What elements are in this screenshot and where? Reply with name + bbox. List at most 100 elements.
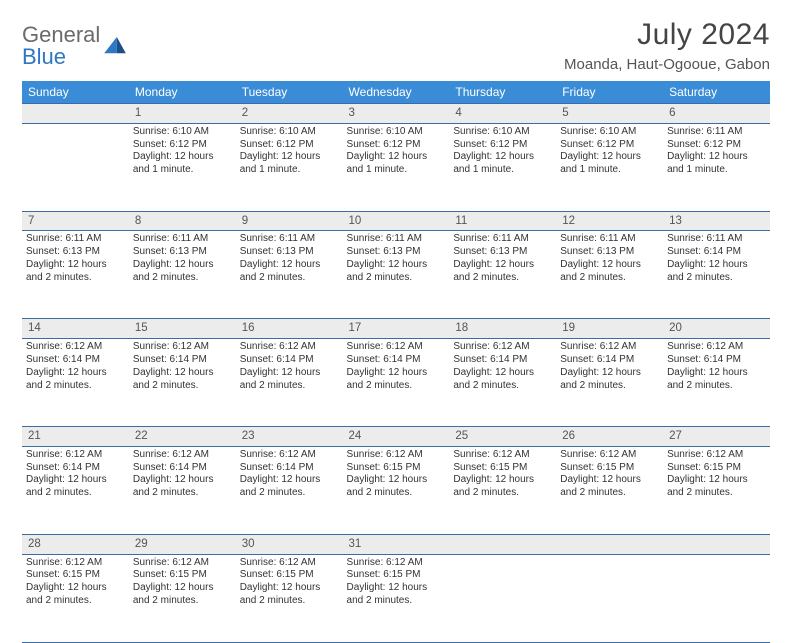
sunrise-value: 6:12 AM [279, 557, 316, 568]
sunrise: Sunrise: 6:11 AM [667, 233, 766, 246]
sunrise: Sunrise: 6:11 AM [347, 233, 446, 246]
sunrise: Sunrise: 6:12 AM [240, 341, 339, 354]
sunrise-value: 6:12 AM [279, 341, 316, 352]
title-block: July 2024 Moanda, Haut-Ogooue, Gabon [564, 18, 770, 73]
daylight-label: Daylight: [240, 582, 282, 593]
sunrise-value: 6:12 AM [600, 449, 637, 460]
sunrise: Sunrise: 6:12 AM [347, 341, 446, 354]
logo-triangle-icon [104, 37, 126, 55]
day-cell: Sunrise: 6:12 AMSunset: 6:14 PMDaylight:… [236, 339, 343, 427]
sunrise: Sunrise: 6:12 AM [26, 557, 125, 570]
daylight: Daylight: 12 hours and 2 minutes. [133, 259, 232, 285]
logo: General Blue [22, 18, 126, 68]
sunset-value: 6:14 PM [383, 354, 420, 365]
day-cell: Sunrise: 6:11 AMSunset: 6:13 PMDaylight:… [449, 231, 556, 319]
sunrise-value: 6:12 AM [493, 341, 530, 352]
day-number [663, 534, 770, 554]
daylight-label: Daylight: [347, 151, 389, 162]
daylight: Daylight: 12 hours and 2 minutes. [240, 474, 339, 500]
sunset: Sunset: 6:15 PM [560, 462, 659, 475]
daynum-row: 14151617181920 [22, 319, 770, 339]
sunset-label: Sunset: [133, 462, 170, 473]
sunrise-value: 6:10 AM [493, 126, 530, 137]
daylight: Daylight: 12 hours and 2 minutes. [667, 367, 766, 393]
col-thursday: Thursday [449, 81, 556, 104]
daylight-label: Daylight: [133, 367, 175, 378]
day-cell: Sunrise: 6:10 AMSunset: 6:12 PMDaylight:… [449, 123, 556, 211]
day-cell: Sunrise: 6:12 AMSunset: 6:15 PMDaylight:… [343, 446, 450, 534]
day-number: 15 [129, 319, 236, 339]
sunset: Sunset: 6:12 PM [347, 139, 446, 152]
sunset: Sunset: 6:13 PM [26, 246, 125, 259]
sunset: Sunset: 6:12 PM [560, 139, 659, 152]
daylight-label: Daylight: [347, 367, 389, 378]
day-number: 18 [449, 319, 556, 339]
sunrise-value: 6:12 AM [65, 341, 102, 352]
sunset-label: Sunset: [560, 139, 597, 150]
logo-text: General Blue [22, 24, 100, 68]
sunrise: Sunrise: 6:12 AM [133, 557, 232, 570]
day-number: 4 [449, 104, 556, 124]
daylight-label: Daylight: [453, 367, 495, 378]
sunset-value: 6:12 PM [490, 139, 527, 150]
day-number [449, 534, 556, 554]
day-cell: Sunrise: 6:10 AMSunset: 6:12 PMDaylight:… [129, 123, 236, 211]
sunrise: Sunrise: 6:12 AM [667, 341, 766, 354]
sunset-value: 6:13 PM [276, 246, 313, 257]
sunrise-value: 6:12 AM [172, 341, 209, 352]
sunrise-value: 6:12 AM [600, 341, 637, 352]
daylight: Daylight: 12 hours and 2 minutes. [133, 582, 232, 608]
sunset-value: 6:13 PM [383, 246, 420, 257]
sunrise: Sunrise: 6:10 AM [453, 126, 552, 139]
daylight: Daylight: 12 hours and 2 minutes. [347, 367, 446, 393]
sunset-label: Sunset: [667, 246, 704, 257]
sunrise-label: Sunrise: [347, 449, 386, 460]
sunrise-value: 6:11 AM [172, 233, 208, 244]
day-number: 21 [22, 427, 129, 447]
sunrise-label: Sunrise: [26, 233, 65, 244]
sunrise-value: 6:12 AM [279, 449, 316, 460]
daylight: Daylight: 12 hours and 2 minutes. [560, 367, 659, 393]
daylight: Daylight: 12 hours and 2 minutes. [240, 367, 339, 393]
day-number: 13 [663, 211, 770, 231]
sunrise-label: Sunrise: [667, 126, 706, 137]
sunrise: Sunrise: 6:11 AM [26, 233, 125, 246]
day-number: 7 [22, 211, 129, 231]
sunrise-label: Sunrise: [347, 233, 386, 244]
daylight-label: Daylight: [347, 474, 389, 485]
sunset: Sunset: 6:12 PM [240, 139, 339, 152]
daylight: Daylight: 12 hours and 1 minute. [453, 151, 552, 177]
daylight-label: Daylight: [240, 367, 282, 378]
sunrise: Sunrise: 6:11 AM [240, 233, 339, 246]
day-number: 29 [129, 534, 236, 554]
col-wednesday: Wednesday [343, 81, 450, 104]
sunset-value: 6:14 PM [63, 354, 100, 365]
day-number: 10 [343, 211, 450, 231]
sunrise-value: 6:12 AM [707, 341, 744, 352]
sunrise: Sunrise: 6:11 AM [560, 233, 659, 246]
sunset-label: Sunset: [240, 246, 277, 257]
sunset: Sunset: 6:12 PM [453, 139, 552, 152]
daylight-label: Daylight: [240, 151, 282, 162]
daylight: Daylight: 12 hours and 2 minutes. [560, 259, 659, 285]
day-cell: Sunrise: 6:11 AMSunset: 6:13 PMDaylight:… [343, 231, 450, 319]
daylight-label: Daylight: [667, 367, 709, 378]
sunset: Sunset: 6:14 PM [453, 354, 552, 367]
sunset-label: Sunset: [453, 246, 490, 257]
sunset-label: Sunset: [453, 354, 490, 365]
day-cell: Sunrise: 6:11 AMSunset: 6:13 PMDaylight:… [22, 231, 129, 319]
day-number: 27 [663, 427, 770, 447]
daylight: Daylight: 12 hours and 2 minutes. [347, 474, 446, 500]
daylight-label: Daylight: [133, 582, 175, 593]
daynum-row: 123456 [22, 104, 770, 124]
sunrise-label: Sunrise: [26, 557, 65, 568]
daylight: Daylight: 12 hours and 1 minute. [667, 151, 766, 177]
day-number: 14 [22, 319, 129, 339]
day-cell: Sunrise: 6:12 AMSunset: 6:15 PMDaylight:… [449, 446, 556, 534]
daylight-label: Daylight: [453, 259, 495, 270]
daylight-label: Daylight: [26, 582, 68, 593]
sunrise-value: 6:10 AM [600, 126, 637, 137]
daylight-label: Daylight: [347, 259, 389, 270]
sunrise: Sunrise: 6:10 AM [347, 126, 446, 139]
sunset-value: 6:14 PM [704, 354, 741, 365]
